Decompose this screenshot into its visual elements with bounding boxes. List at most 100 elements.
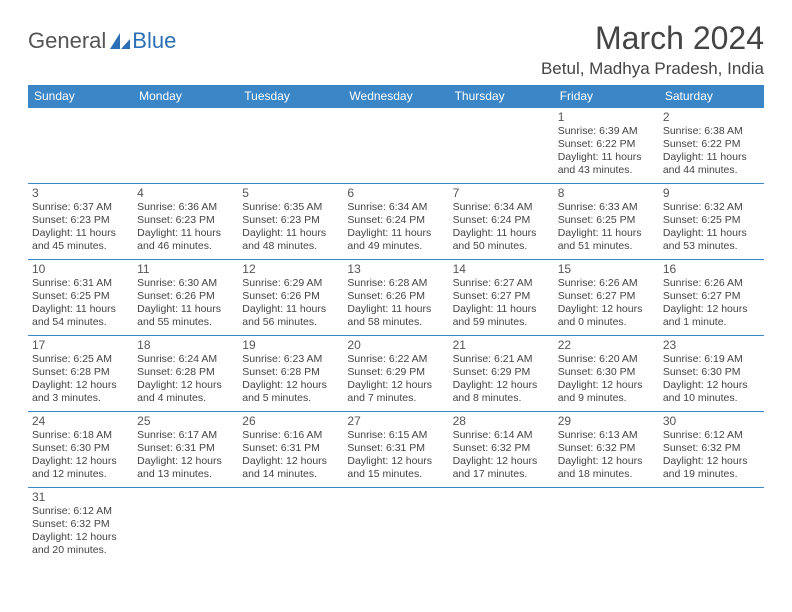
- sunset-text: Sunset: 6:27 PM: [453, 290, 550, 303]
- calendar-cell: 31Sunrise: 6:12 AMSunset: 6:32 PMDayligh…: [28, 488, 133, 564]
- day-number: 10: [32, 262, 129, 276]
- daylight-text: Daylight: 12 hours: [558, 455, 655, 468]
- daylight-text: Daylight: 12 hours: [558, 379, 655, 392]
- sunset-text: Sunset: 6:28 PM: [242, 366, 339, 379]
- sunrise-text: Sunrise: 6:28 AM: [347, 277, 444, 290]
- daylight-text: and 49 minutes.: [347, 240, 444, 253]
- day-number: 4: [137, 186, 234, 200]
- daylight-text: and 13 minutes.: [137, 468, 234, 481]
- day-number: 9: [663, 186, 760, 200]
- calendar-table: Sunday Monday Tuesday Wednesday Thursday…: [28, 85, 764, 564]
- weekday-header: Friday: [554, 85, 659, 108]
- calendar-cell: 3Sunrise: 6:37 AMSunset: 6:23 PMDaylight…: [28, 184, 133, 260]
- day-number: 31: [32, 490, 129, 504]
- sunset-text: Sunset: 6:29 PM: [347, 366, 444, 379]
- calendar-cell: [238, 108, 343, 184]
- sunset-text: Sunset: 6:32 PM: [453, 442, 550, 455]
- daylight-text: Daylight: 11 hours: [242, 303, 339, 316]
- day-number: 11: [137, 262, 234, 276]
- daylight-text: Daylight: 12 hours: [137, 379, 234, 392]
- calendar-cell: [343, 488, 448, 564]
- calendar-cell: [449, 488, 554, 564]
- daylight-text: and 20 minutes.: [32, 544, 129, 557]
- calendar-row: 1Sunrise: 6:39 AMSunset: 6:22 PMDaylight…: [28, 108, 764, 184]
- daylight-text: and 44 minutes.: [663, 164, 760, 177]
- daylight-text: and 46 minutes.: [137, 240, 234, 253]
- day-number: 3: [32, 186, 129, 200]
- daylight-text: and 19 minutes.: [663, 468, 760, 481]
- sunset-text: Sunset: 6:25 PM: [32, 290, 129, 303]
- calendar-cell: 12Sunrise: 6:29 AMSunset: 6:26 PMDayligh…: [238, 260, 343, 336]
- calendar-cell: 19Sunrise: 6:23 AMSunset: 6:28 PMDayligh…: [238, 336, 343, 412]
- page: General Blue March 2024 Betul, Madhya Pr…: [0, 0, 792, 584]
- daylight-text: and 3 minutes.: [32, 392, 129, 405]
- day-number: 24: [32, 414, 129, 428]
- calendar-cell: 9Sunrise: 6:32 AMSunset: 6:25 PMDaylight…: [659, 184, 764, 260]
- daylight-text: and 10 minutes.: [663, 392, 760, 405]
- daylight-text: and 45 minutes.: [32, 240, 129, 253]
- sunset-text: Sunset: 6:23 PM: [137, 214, 234, 227]
- calendar-cell: 24Sunrise: 6:18 AMSunset: 6:30 PMDayligh…: [28, 412, 133, 488]
- calendar-cell: 21Sunrise: 6:21 AMSunset: 6:29 PMDayligh…: [449, 336, 554, 412]
- daylight-text: Daylight: 12 hours: [558, 303, 655, 316]
- month-title: March 2024: [541, 20, 764, 57]
- daylight-text: Daylight: 12 hours: [347, 455, 444, 468]
- calendar-cell: [133, 488, 238, 564]
- daylight-text: Daylight: 11 hours: [242, 227, 339, 240]
- daylight-text: and 50 minutes.: [453, 240, 550, 253]
- brand-word2: Blue: [132, 28, 176, 54]
- calendar-row: 3Sunrise: 6:37 AM Sunset: 6:23 PM Daylight…: [28, 184, 764, 260]
- day-number: 16: [663, 262, 760, 276]
- calendar-cell: [449, 108, 554, 184]
- daylight-text: and 9 minutes.: [558, 392, 655, 405]
- daylight-text: and 12 minutes.: [32, 468, 129, 481]
- daylight-text: Daylight: 11 hours: [558, 151, 655, 164]
- sunrise-text: Sunrise: 6:34 AM: [347, 201, 444, 214]
- sunset-text: Sunset: 6:24 PM: [347, 214, 444, 227]
- day-number: 18: [137, 338, 234, 352]
- title-block: March 2024 Betul, Madhya Pradesh, India: [541, 20, 764, 79]
- sunrise-text: Sunrise: 6:14 AM: [453, 429, 550, 442]
- sunset-text: Sunset: 6:29 PM: [453, 366, 550, 379]
- daylight-text: and 48 minutes.: [242, 240, 339, 253]
- sunrise-text: Sunrise: 6:26 AM: [663, 277, 760, 290]
- weekday-header: Monday: [133, 85, 238, 108]
- sunrise-text: Sunrise: 6:34 AM: [453, 201, 550, 214]
- daylight-text: Daylight: 12 hours: [453, 379, 550, 392]
- calendar-body: 1Sunrise: 6:39 AMSunset: 6:22 PMDaylight…: [28, 108, 764, 564]
- sunrise-text: Sunrise: 6:37 AM: [32, 201, 129, 214]
- daylight-text: and 56 minutes.: [242, 316, 339, 329]
- sunset-text: Sunset: 6:22 PM: [663, 138, 760, 151]
- daylight-text: and 43 minutes.: [558, 164, 655, 177]
- daylight-text: Daylight: 12 hours: [242, 455, 339, 468]
- day-number: 20: [347, 338, 444, 352]
- sunrise-text: Sunrise: 6:33 AM: [558, 201, 655, 214]
- calendar-cell: 22Sunrise: 6:20 AMSunset: 6:30 PMDayligh…: [554, 336, 659, 412]
- daylight-text: Daylight: 11 hours: [663, 151, 760, 164]
- daylight-text: Daylight: 12 hours: [32, 455, 129, 468]
- sunrise-text: Sunrise: 6:31 AM: [32, 277, 129, 290]
- sunset-text: Sunset: 6:26 PM: [242, 290, 339, 303]
- sunset-text: Sunset: 6:22 PM: [558, 138, 655, 151]
- sunrise-text: Sunrise: 6:24 AM: [137, 353, 234, 366]
- weekday-header-row: Sunday Monday Tuesday Wednesday Thursday…: [28, 85, 764, 108]
- daylight-text: Daylight: 11 hours: [347, 303, 444, 316]
- calendar-cell: 8Sunrise: 6:33 AMSunset: 6:25 PMDaylight…: [554, 184, 659, 260]
- day-number: 8: [558, 186, 655, 200]
- weekday-header: Saturday: [659, 85, 764, 108]
- calendar-cell: 27Sunrise: 6:15 AMSunset: 6:31 PMDayligh…: [343, 412, 448, 488]
- sunrise-text: Sunrise: 6:32 AM: [663, 201, 760, 214]
- sunrise-text: Sunrise: 6:12 AM: [32, 505, 129, 518]
- sunrise-text: Sunrise: 6:12 AM: [663, 429, 760, 442]
- daylight-text: Daylight: 11 hours: [453, 227, 550, 240]
- sunrise-text: Sunrise: 6:15 AM: [347, 429, 444, 442]
- daylight-text: Daylight: 11 hours: [32, 227, 129, 240]
- weekday-header: Tuesday: [238, 85, 343, 108]
- sunset-text: Sunset: 6:27 PM: [558, 290, 655, 303]
- sunset-text: Sunset: 6:25 PM: [663, 214, 760, 227]
- calendar-cell: 11Sunrise: 6:30 AMSunset: 6:26 PMDayligh…: [133, 260, 238, 336]
- sunset-text: Sunset: 6:28 PM: [32, 366, 129, 379]
- day-number: 12: [242, 262, 339, 276]
- sunrise-text: Sunrise: 6:27 AM: [453, 277, 550, 290]
- calendar-cell: 15Sunrise: 6:26 AMSunset: 6:27 PMDayligh…: [554, 260, 659, 336]
